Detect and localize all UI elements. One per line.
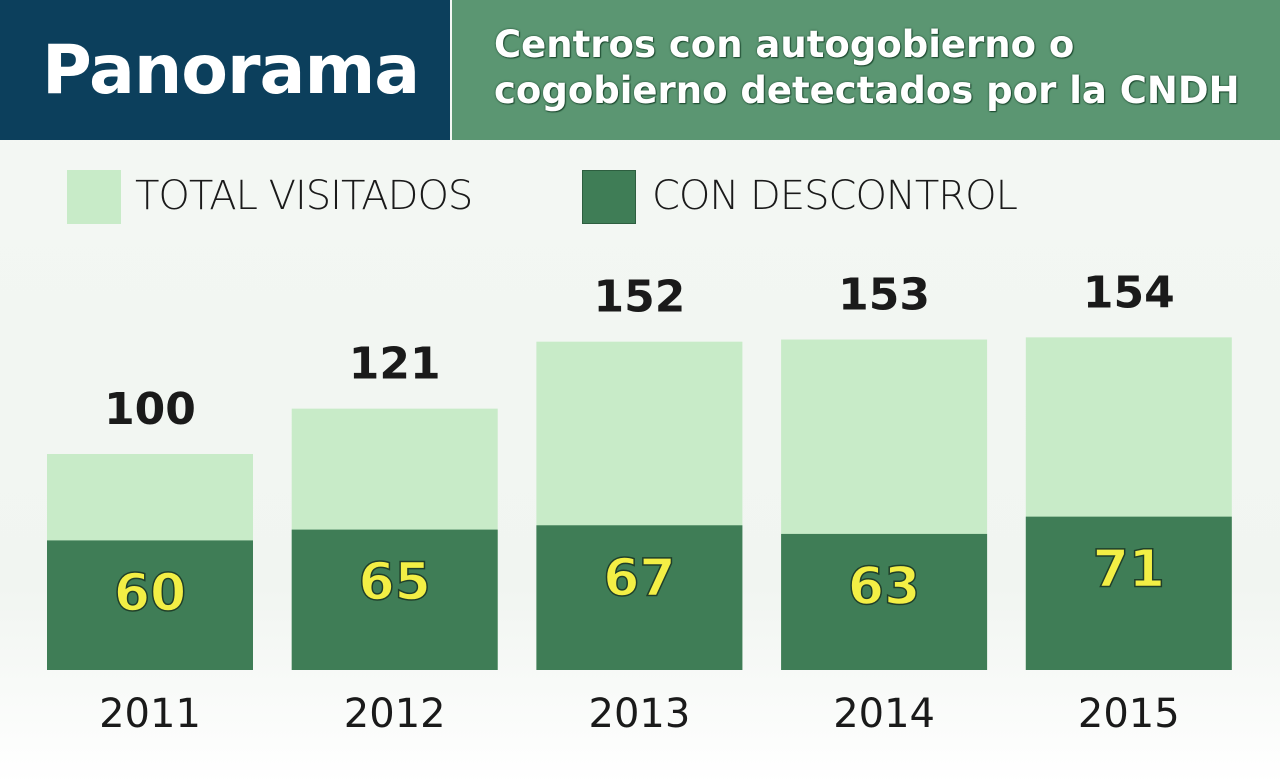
- bar-descontrol-2011: [47, 540, 253, 670]
- header-title-block: Panorama: [0, 0, 450, 140]
- label-total-2014: 153: [838, 270, 930, 321]
- x-tick-2012: 2012: [344, 691, 446, 737]
- bar-descontrol-2015: [1025, 516, 1232, 670]
- legend-label-descontrol: CON DESCONTROL: [652, 173, 1018, 219]
- label-total-2012: 121: [349, 339, 441, 390]
- bar-descontrol-2013: [536, 525, 743, 670]
- legend-swatch-total: [67, 170, 121, 224]
- label-total-2013: 152: [593, 272, 685, 323]
- x-tick-2015: 2015: [1078, 691, 1180, 737]
- bar-descontrol-2012: [291, 529, 498, 670]
- label-descontrol-2013: 67: [603, 548, 675, 608]
- subtitle-line-1: Centros con autogobierno o: [494, 23, 1075, 66]
- label-total-2011: 100: [104, 384, 196, 435]
- header-subtitle-block: Centros con autogobierno o cogobierno det…: [452, 0, 1280, 140]
- subtitle-line-2: cogobierno detectados por la CNDH: [494, 69, 1240, 112]
- x-tick-2013: 2013: [589, 691, 691, 737]
- x-tick-2014: 2014: [833, 691, 935, 737]
- legend-label-total: TOTAL VISITADOS: [135, 173, 473, 219]
- bar-descontrol-2014: [781, 533, 988, 670]
- page-title: Panorama: [42, 30, 420, 110]
- x-tick-2011: 2011: [99, 691, 201, 737]
- label-descontrol-2012: 65: [359, 553, 431, 613]
- label-descontrol-2015: 71: [1093, 540, 1165, 600]
- label-descontrol-2011: 60: [114, 563, 186, 623]
- label-total-2015: 154: [1083, 267, 1175, 318]
- label-descontrol-2014: 63: [848, 557, 920, 617]
- legend-swatch-descontrol: [582, 170, 636, 224]
